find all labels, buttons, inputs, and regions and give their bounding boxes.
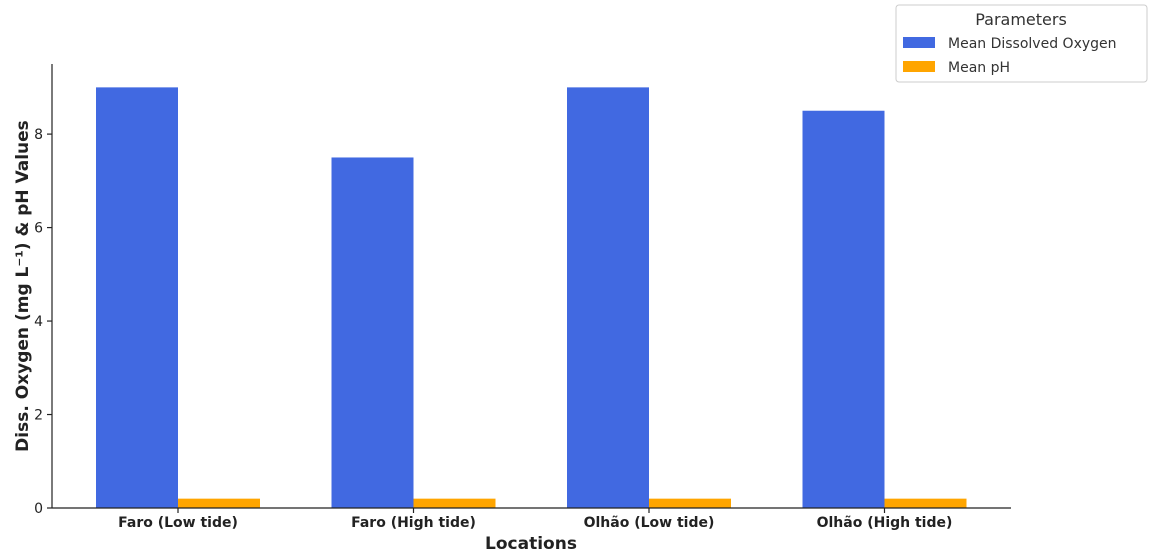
legend-label-dissolved-oxygen: Mean Dissolved Oxygen (948, 36, 1117, 52)
legend-swatch-ph (903, 61, 935, 72)
y-ticks-group: 0 2 4 6 8 (34, 127, 52, 517)
y-tick-label: 6 (34, 221, 43, 237)
x-tick-label: Faro (Low tide) (118, 515, 238, 531)
legend: Parameters Mean Dissolved Oxygen Mean pH (895, 4, 1148, 83)
bar-ph-2 (649, 498, 731, 508)
legend-label-ph: Mean pH (948, 60, 1010, 76)
x-ticks-group: Faro (Low tide) Faro (High tide) Olhão (Lo… (118, 508, 952, 531)
y-axis-title: Diss. Oxygen (mg L⁻¹) & pH Values (13, 120, 33, 452)
bar-ph-1 (413, 498, 496, 508)
legend-box (895, 4, 1148, 83)
y-tick-label: 8 (34, 127, 43, 143)
bar-dissolved-oxygen-2 (567, 87, 649, 509)
y-tick-label: 0 (34, 501, 43, 517)
bar-dissolved-oxygen-1 (331, 157, 414, 508)
bar-ph-0 (178, 498, 260, 508)
axes-group (51, 64, 1011, 509)
legend-title: Parameters (975, 10, 1067, 29)
y-tick-label: 4 (34, 314, 43, 330)
x-tick-label: Olhão (Low tide) (584, 515, 715, 531)
legend-swatch-dissolved-oxygen (903, 37, 935, 48)
x-tick-label: Olhão (High tide) (817, 515, 953, 531)
x-axis-title: Locations (485, 534, 577, 554)
bar-dissolved-oxygen-3 (802, 110, 885, 508)
bars-group (96, 87, 967, 509)
y-tick-label: 2 (34, 408, 43, 424)
x-tick-label: Faro (High tide) (351, 515, 476, 531)
bar-ph-3 (884, 498, 967, 508)
bar-dissolved-oxygen-0 (96, 87, 178, 509)
